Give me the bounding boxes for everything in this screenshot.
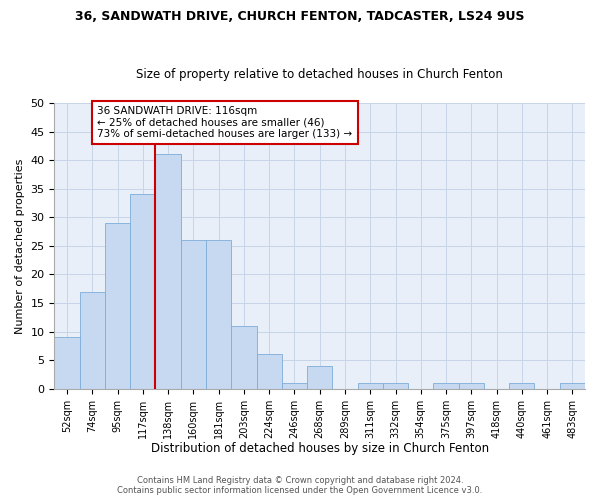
Text: 36, SANDWATH DRIVE, CHURCH FENTON, TADCASTER, LS24 9US: 36, SANDWATH DRIVE, CHURCH FENTON, TADCA…: [75, 10, 525, 23]
Bar: [181, 240, 206, 388]
Bar: [509, 383, 535, 388]
Bar: [155, 154, 181, 388]
Bar: [358, 383, 383, 388]
Bar: [105, 223, 130, 388]
X-axis label: Distribution of detached houses by size in Church Fenton: Distribution of detached houses by size …: [151, 442, 489, 455]
Bar: [55, 338, 80, 388]
Bar: [282, 383, 307, 388]
Bar: [458, 383, 484, 388]
Bar: [257, 354, 282, 388]
Bar: [130, 194, 155, 388]
Y-axis label: Number of detached properties: Number of detached properties: [15, 158, 25, 334]
Bar: [383, 383, 408, 388]
Title: Size of property relative to detached houses in Church Fenton: Size of property relative to detached ho…: [136, 68, 503, 81]
Bar: [206, 240, 231, 388]
Text: 36 SANDWATH DRIVE: 116sqm
← 25% of detached houses are smaller (46)
73% of semi-: 36 SANDWATH DRIVE: 116sqm ← 25% of detac…: [97, 106, 352, 139]
Bar: [80, 292, 105, 388]
Bar: [307, 366, 332, 388]
Bar: [560, 383, 585, 388]
Text: Contains HM Land Registry data © Crown copyright and database right 2024.
Contai: Contains HM Land Registry data © Crown c…: [118, 476, 482, 495]
Bar: [433, 383, 458, 388]
Bar: [231, 326, 257, 388]
